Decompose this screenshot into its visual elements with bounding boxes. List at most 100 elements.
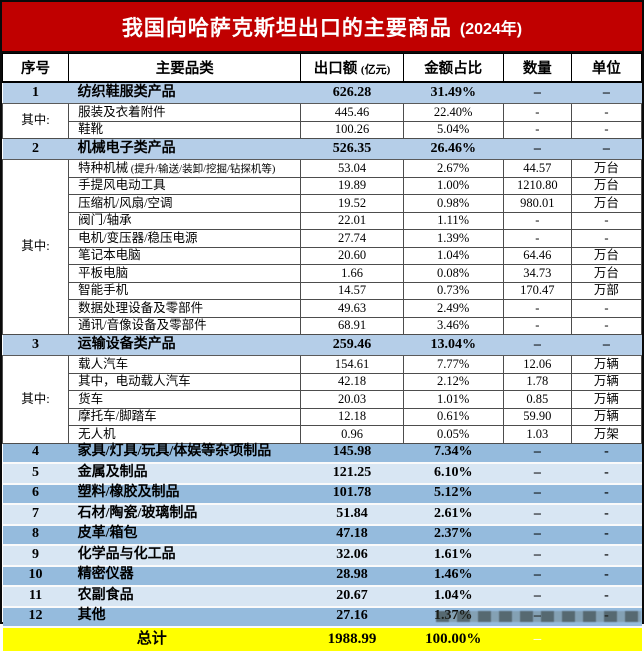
category-note: (提升/输送/装卸/挖掘/钻探机等) <box>128 163 276 175</box>
table-row: 2 机械电子类产品 526.35 26.46% – – <box>2 138 642 160</box>
cell-share: 0.98% <box>402 194 504 213</box>
cell-unit: 万台 <box>570 264 643 283</box>
cell-export: 445.46 <box>300 103 404 122</box>
exports-table: 序号 主要品类 出口额 (亿元) 金额占比 数量 单位 1 纺织鞋服类产品 626.… <box>1 53 643 651</box>
cell-no: 4 <box>2 442 69 463</box>
cell-share: 2.49% <box>402 299 504 318</box>
cell-export: 42.18 <box>300 372 404 391</box>
table-body: 1 纺织鞋服类产品 626.28 31.49% – – 其中: 服装及衣着附件 445.46 22… <box>1 81 643 651</box>
table-row: 笔记本电脑 20.60 1.04% 64.46 万台 <box>3 246 643 265</box>
cell-category: 家具/灯具/玩具/体娱等杂项制品 <box>68 442 301 463</box>
col-header-qty: 数量 <box>502 53 572 83</box>
cell-export: 259.46 <box>300 334 404 356</box>
cell-category: 特种机械 (提升/输送/装卸/挖掘/钻探机等) <box>68 159 302 178</box>
table-row: 8 皮革/箱包 47.18 2.37% – - <box>2 523 642 545</box>
cell-unit: 万台 <box>570 194 643 213</box>
cell-qty: – <box>503 585 572 607</box>
col-header-share: 金额占比 <box>402 53 504 83</box>
table-row: 鞋靴 100.26 5.04% - - <box>3 120 643 139</box>
cell-category: 载人汽车 <box>68 355 302 374</box>
cell-category: 石材/陶瓷/玻璃制品 <box>68 503 301 525</box>
cell-share: 31.49% <box>403 81 504 104</box>
cell-category: 压缩机/风扇/空调 <box>68 194 302 213</box>
cell-category: 通讯/音像设备及零部件 <box>68 316 302 335</box>
cell-no: 6 <box>2 482 69 504</box>
table-row: 无人机 0.96 0.05% 1.03 万架 <box>3 425 643 444</box>
cell-qty: - <box>502 211 572 230</box>
cell-qty: - <box>502 299 572 318</box>
cell-qty: – <box>503 503 572 525</box>
table-row: 7 石材/陶瓷/玻璃制品 51.84 2.61% – - <box>2 503 642 525</box>
cell-qty: – <box>503 334 572 356</box>
cell-share: 2.67% <box>402 159 504 178</box>
table-row: 阀门/轴承 22.01 1.11% - - <box>3 211 643 230</box>
cell-share: 7.34% <box>403 442 504 463</box>
cell-export: 47.18 <box>300 523 404 545</box>
cell-export: 1.66 <box>300 264 404 283</box>
cell-unit: - <box>571 442 642 463</box>
cell-export: 154.61 <box>300 355 404 374</box>
cell-unit: - <box>571 544 642 566</box>
cell-category: 智能手机 <box>68 281 302 300</box>
table-row: 平板电脑 1.66 0.08% 34.73 万台 <box>3 264 643 283</box>
table-row: 4 家具/灯具/玩具/体娱等杂项制品 145.98 7.34% – - <box>2 442 642 463</box>
cell-export: 22.01 <box>300 211 404 230</box>
cell-category: 服装及衣着附件 <box>68 103 302 122</box>
cell-category: 数据处理设备及零部件 <box>68 299 302 318</box>
cell-no: 9 <box>2 544 69 566</box>
table-row: 压缩机/风扇/空调 19.52 0.98% 980.01 万台 <box>3 194 643 213</box>
cell-export: 28.98 <box>300 564 404 586</box>
cell-qty: - <box>502 229 572 248</box>
cell-category: 机械电子类产品 <box>68 138 301 160</box>
col-header-export: 出口额 (亿元) <box>300 53 404 83</box>
table-row: 其中，电动载人汽车 42.18 2.12% 1.78 万辆 <box>3 372 643 391</box>
cell-category: 货车 <box>68 390 302 409</box>
cell-share: 6.10% <box>403 462 504 484</box>
table-row: 摩托车/脚踏车 12.18 0.61% 59.90 万辆 <box>3 407 643 426</box>
cell-unit: - <box>571 585 642 607</box>
cell-unit: 万架 <box>570 425 643 444</box>
cell-qty: – <box>503 462 572 484</box>
cell-export: 20.60 <box>300 246 404 265</box>
cell-export: 20.03 <box>300 390 404 409</box>
cell-unit: - <box>570 120 643 139</box>
cell-export: 526.35 <box>300 138 404 160</box>
cell-export: 145.98 <box>300 442 404 463</box>
cell-qty: 59.90 <box>502 407 572 426</box>
cell-share: 26.46% <box>403 138 504 160</box>
cell-share: 22.40% <box>402 103 504 122</box>
cell-qty: 1.78 <box>502 372 572 391</box>
cell-qty: 980.01 <box>502 194 572 213</box>
cell-unit: - <box>571 523 642 545</box>
table-row: 11 农副食品 20.67 1.04% – - <box>2 585 642 607</box>
cell-no: 2 <box>2 138 69 160</box>
cell-category: 运输设备类产品 <box>68 334 301 356</box>
cell-qty: – <box>503 544 572 566</box>
cell-category: 手提风电动工具 <box>68 176 302 195</box>
page-title: 我国向哈萨克斯坦出口的主要商品 <box>121 16 452 40</box>
cell-qty: - <box>502 120 572 139</box>
cell-unit: - <box>571 462 642 484</box>
cell-export: 19.89 <box>300 176 404 195</box>
cell-category: 鞋靴 <box>68 120 302 139</box>
cell-export: 49.63 <box>300 299 404 318</box>
cell-category: 电机/变压器/稳压电源 <box>68 229 302 248</box>
page-title-year: (2024年) <box>459 20 523 38</box>
table-row: 其中: 载人汽车 154.61 7.77% 12.06 万辆 <box>1 355 643 444</box>
table-row: 手提风电动工具 19.89 1.00% 1210.80 万台 <box>3 176 643 195</box>
title-banner: 我国向哈萨克斯坦出口的主要商品 (2024年) <box>2 2 642 53</box>
cell-qty: - <box>502 103 572 122</box>
table-row: 3 运输设备类产品 259.46 13.04% – – <box>2 334 642 356</box>
cell-category: 阀门/轴承 <box>68 211 302 230</box>
cell-category: 农副食品 <box>68 585 301 607</box>
total-row: 总计 1988.99 100.00% – <box>2 626 642 651</box>
cell-export: 626.28 <box>300 81 404 104</box>
total-unit <box>571 626 642 651</box>
header-row: 序号 主要品类 出口额 (亿元) 金额占比 数量 单位 <box>1 53 643 83</box>
cell-share: 2.12% <box>402 372 504 391</box>
cell-category: 无人机 <box>68 425 302 444</box>
cell-export: 53.04 <box>300 159 404 178</box>
cell-category: 摩托车/脚踏车 <box>68 407 302 426</box>
cell-qty: 12.06 <box>502 355 572 374</box>
